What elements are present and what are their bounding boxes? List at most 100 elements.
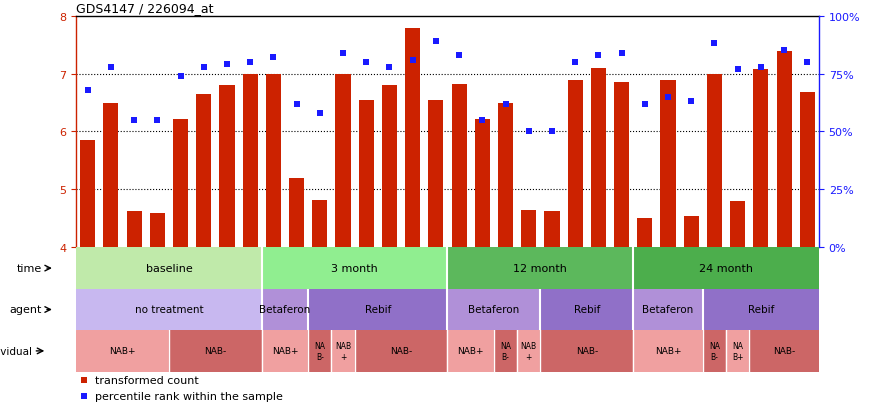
Point bbox=[498, 101, 512, 108]
Bar bbox=[308, 289, 447, 330]
Bar bbox=[76, 330, 169, 372]
Bar bbox=[799, 93, 814, 248]
Bar bbox=[358, 100, 374, 248]
Point bbox=[521, 129, 536, 135]
Point bbox=[475, 117, 489, 124]
Bar bbox=[149, 213, 164, 248]
Text: NAB
+: NAB + bbox=[520, 342, 536, 361]
Point bbox=[730, 66, 744, 73]
Bar bbox=[242, 74, 257, 248]
Text: NAB+: NAB+ bbox=[109, 347, 136, 356]
Bar bbox=[683, 216, 698, 248]
Bar bbox=[289, 178, 304, 248]
Point bbox=[127, 117, 141, 124]
Bar bbox=[633, 289, 702, 330]
Text: individual: individual bbox=[0, 346, 32, 356]
Bar bbox=[540, 289, 632, 330]
Bar bbox=[169, 330, 261, 372]
Point bbox=[312, 110, 326, 117]
Point bbox=[104, 64, 118, 71]
Bar bbox=[76, 289, 261, 330]
Bar bbox=[219, 86, 234, 248]
Text: agent: agent bbox=[10, 305, 42, 315]
Point bbox=[683, 99, 697, 105]
Bar bbox=[312, 200, 327, 248]
Bar bbox=[335, 74, 350, 248]
Bar bbox=[567, 81, 582, 248]
Bar bbox=[474, 119, 489, 248]
Point bbox=[80, 87, 95, 94]
Point bbox=[173, 74, 188, 80]
Text: Betaferon: Betaferon bbox=[468, 305, 519, 315]
Bar bbox=[702, 289, 818, 330]
Bar bbox=[540, 330, 632, 372]
Point bbox=[451, 52, 466, 59]
Point bbox=[405, 57, 419, 64]
Bar bbox=[497, 103, 512, 248]
Point bbox=[358, 59, 373, 66]
Bar bbox=[308, 330, 331, 372]
Point bbox=[706, 41, 721, 47]
Bar bbox=[266, 74, 281, 248]
Text: Betaferon: Betaferon bbox=[259, 305, 310, 315]
Bar bbox=[637, 219, 652, 248]
Text: percentile rank within the sample: percentile rank within the sample bbox=[95, 392, 283, 401]
Bar bbox=[748, 330, 818, 372]
Bar bbox=[660, 81, 675, 248]
Text: 24 month: 24 month bbox=[698, 263, 752, 273]
Bar bbox=[590, 69, 605, 248]
Bar bbox=[776, 52, 791, 248]
Bar bbox=[103, 103, 118, 248]
Text: NAB-: NAB- bbox=[575, 347, 597, 356]
Text: Rebif: Rebif bbox=[573, 305, 599, 315]
Bar bbox=[517, 330, 540, 372]
Point bbox=[799, 59, 814, 66]
Point bbox=[637, 101, 651, 108]
Bar bbox=[331, 330, 354, 372]
Bar bbox=[633, 248, 818, 289]
Point bbox=[76, 377, 90, 383]
Point bbox=[614, 50, 628, 57]
Bar bbox=[702, 330, 725, 372]
Bar bbox=[354, 330, 447, 372]
Bar bbox=[261, 289, 308, 330]
Bar bbox=[405, 29, 420, 248]
Text: Betaferon: Betaferon bbox=[642, 305, 693, 315]
Bar bbox=[76, 248, 261, 289]
Bar bbox=[544, 212, 559, 248]
Bar bbox=[261, 248, 447, 289]
Bar bbox=[451, 85, 466, 248]
Bar bbox=[382, 86, 397, 248]
Point bbox=[591, 52, 605, 59]
Bar bbox=[706, 74, 721, 248]
Text: GDS4147 / 226094_at: GDS4147 / 226094_at bbox=[76, 2, 214, 15]
Point bbox=[197, 64, 211, 71]
Text: Rebif: Rebif bbox=[746, 305, 773, 315]
Bar bbox=[447, 330, 493, 372]
Text: 3 month: 3 month bbox=[331, 263, 377, 273]
Text: NAB
+: NAB + bbox=[334, 342, 350, 361]
Bar bbox=[126, 212, 141, 248]
Bar bbox=[730, 202, 745, 248]
Point bbox=[660, 94, 674, 101]
Text: NAB-: NAB- bbox=[772, 347, 795, 356]
Text: time: time bbox=[17, 263, 42, 273]
Bar bbox=[80, 141, 95, 248]
Point bbox=[266, 55, 280, 62]
Bar bbox=[261, 330, 308, 372]
Text: NA
B-: NA B- bbox=[500, 342, 510, 361]
Point bbox=[150, 117, 164, 124]
Text: Rebif: Rebif bbox=[364, 305, 391, 315]
Point bbox=[776, 48, 790, 55]
Bar bbox=[447, 248, 632, 289]
Text: NA
B-: NA B- bbox=[708, 342, 719, 361]
Point bbox=[220, 62, 234, 69]
Text: NAB+: NAB+ bbox=[654, 347, 680, 356]
Text: transformed count: transformed count bbox=[95, 375, 198, 385]
Point bbox=[544, 129, 559, 135]
Bar bbox=[173, 119, 188, 248]
Text: NAB-: NAB- bbox=[204, 347, 226, 356]
Bar bbox=[196, 95, 211, 248]
Bar bbox=[633, 330, 702, 372]
Point bbox=[753, 64, 767, 71]
